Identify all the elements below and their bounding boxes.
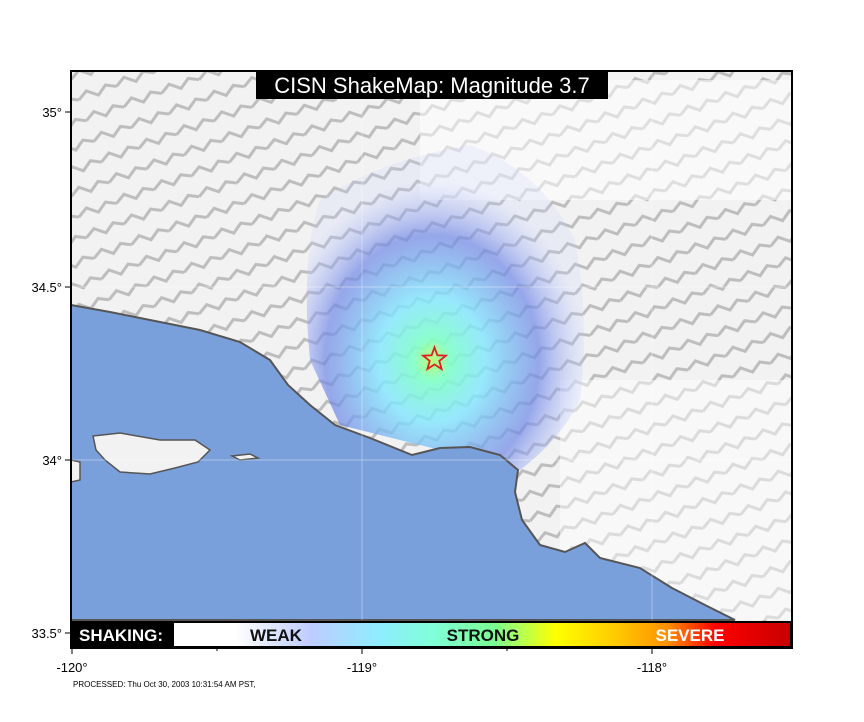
map-title: CISN ShakeMap: Magnitude 3.7: [274, 73, 590, 98]
legend-weak: WEAK: [250, 626, 303, 645]
shaking-intensity-area: [306, 145, 584, 470]
title-background: [256, 71, 608, 99]
lat-tick-label: 34.5°: [31, 280, 62, 295]
legend-severe: SEVERE: [656, 626, 725, 645]
lat-tick-label: 35°: [42, 105, 62, 120]
lon-tick-label: -120°: [56, 660, 87, 675]
ocean: [70, 303, 736, 621]
shaking-legend: SHAKING: WEAK STRONG SEVERE: [71, 621, 792, 648]
santa-cruz-island: [92, 432, 212, 475]
lat-tick-label: 34°: [42, 453, 62, 468]
legend-strong: STRONG: [447, 626, 520, 645]
island-west: [70, 459, 81, 483]
anacapa-island: [229, 453, 261, 461]
map-frame: [70, 70, 793, 649]
epicenter-star-icon: [420, 344, 449, 372]
lon-tick-label: -119°: [347, 660, 377, 675]
legend-label: SHAKING:: [79, 626, 163, 645]
lat-tick-label: 33.5°: [31, 626, 62, 641]
lon-tick-label: -118°: [637, 660, 667, 675]
graticule: [71, 71, 792, 620]
processed-timestamp: PROCESSED: Thu Oct 30, 2003 10:31:54 AM …: [73, 680, 256, 689]
